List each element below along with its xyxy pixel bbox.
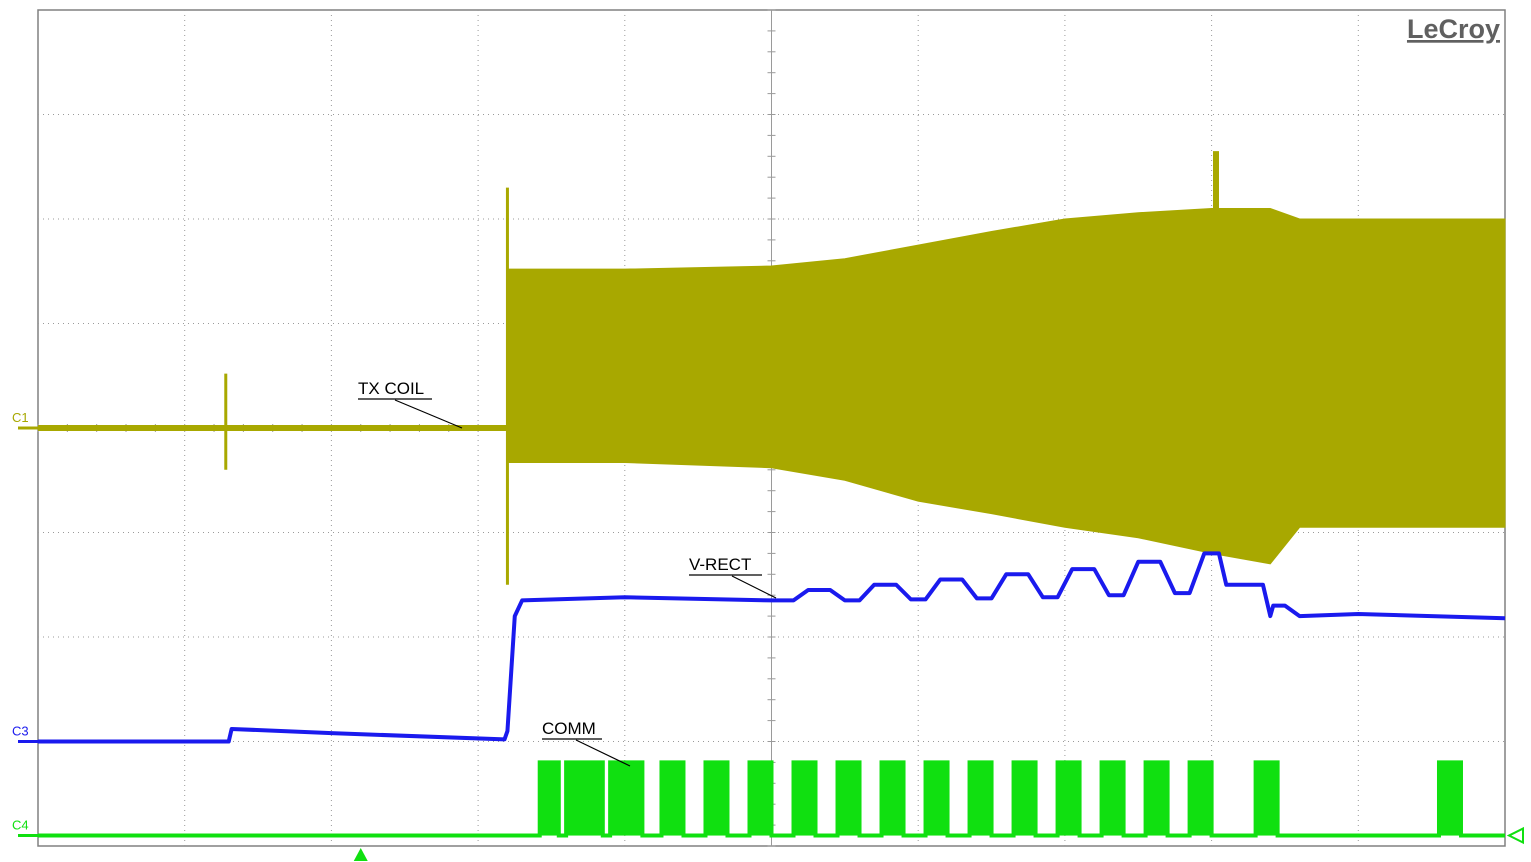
ch4-pulse [1438,762,1461,836]
ch4-pulse [1255,762,1278,836]
ch4-pulse [793,762,816,836]
ch4-ground-marker [1506,826,1524,845]
label-leader [575,739,631,767]
channel-marker-label: C4 [12,818,29,833]
channel-marker-label: C3 [12,724,29,739]
ch4-pulse [925,762,948,836]
brand-logo: LeCroy [1407,14,1500,44]
ch4-pulse [705,762,728,836]
ch4-pulse [1013,762,1036,836]
comm-label: COMM [542,719,596,738]
ch4-pulse [539,762,559,836]
ch4-pulse [610,762,643,836]
trigger-marker [353,848,368,861]
label-leader [731,575,777,599]
ch4-pulse [837,762,860,836]
ch4-pulse [1057,762,1080,836]
ch4-pulse [969,762,992,836]
ch3-trace [38,551,1506,744]
ch4-pulse [1145,762,1168,836]
v-rect-label: V-RECT [689,555,751,574]
ch4-pulse [661,762,684,836]
channel-markers: C1 C3 C4 [12,410,1524,861]
waveform-traces [38,151,1506,838]
ch4-pulse [1101,762,1124,836]
ch4-trace [38,760,1505,838]
ch4-pulse [881,762,904,836]
channel-marker-label: C1 [12,410,29,425]
ch1-envelope [506,208,1506,565]
ch4-pulse [1189,762,1212,836]
ch4-pulse [566,762,603,836]
label-leader [394,399,463,429]
trace-labels: TX COIL V-RECT COMM [358,379,777,767]
tx-coil-label: TX COIL [358,379,424,398]
ch4-pulse [749,762,772,836]
